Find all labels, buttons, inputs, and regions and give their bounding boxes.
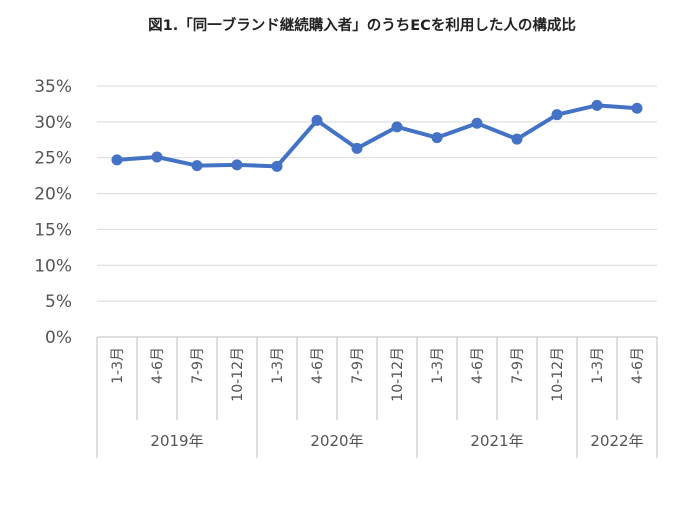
data-point bbox=[111, 154, 123, 166]
x-axis: 1-3月 4-6月 7-9月 10-12月 1-3月 4-6月 7-9月 10-12月 1-3月… bbox=[96, 337, 658, 458]
chart-title: 図1.「同一ブランド継続購入者」のうちECを利用した人の構成比 bbox=[148, 16, 576, 34]
data-point bbox=[591, 99, 603, 111]
year-group-label: 2022年 bbox=[590, 432, 643, 450]
y-tick-label: 10% bbox=[34, 256, 72, 276]
data-point bbox=[311, 114, 323, 126]
x-tick-label: 7-9月 bbox=[510, 347, 526, 384]
data-point bbox=[471, 117, 483, 129]
x-tick-label: 4-6月 bbox=[630, 347, 646, 384]
x-tick-label: 1-3月 bbox=[590, 347, 606, 384]
grid bbox=[97, 85, 657, 338]
year-group-label: 2020年 bbox=[310, 432, 363, 450]
x-tick-label: 1-3月 bbox=[430, 347, 446, 384]
data-point bbox=[231, 159, 243, 171]
y-tick-label: 30% bbox=[34, 113, 72, 133]
year-group-label: 2019年 bbox=[150, 432, 203, 450]
data-point bbox=[511, 133, 523, 145]
y-tick-label: 5% bbox=[45, 292, 72, 312]
y-tick-label: 20% bbox=[34, 185, 72, 205]
year-group-label: 2021年 bbox=[470, 432, 523, 450]
x-tick-label: 10-12月 bbox=[550, 347, 566, 402]
data-point bbox=[631, 102, 643, 114]
data-point bbox=[271, 160, 283, 172]
y-tick-label: 0% bbox=[45, 328, 72, 348]
data-point bbox=[191, 160, 203, 172]
x-tick-label: 4-6月 bbox=[470, 347, 486, 384]
data-point bbox=[391, 121, 403, 133]
x-tick-label: 4-6月 bbox=[150, 347, 166, 384]
y-tick-label: 15% bbox=[34, 220, 72, 240]
x-tick-label: 1-3月 bbox=[110, 347, 126, 384]
x-tick-label: 4-6月 bbox=[310, 347, 326, 384]
x-tick-label: 7-9月 bbox=[350, 347, 366, 384]
data-point bbox=[431, 132, 443, 144]
x-tick-label: 10-12月 bbox=[390, 347, 406, 402]
x-tick-label: 7-9月 bbox=[190, 347, 206, 384]
series-layer bbox=[111, 99, 643, 172]
y-tick-label: 35% bbox=[34, 77, 72, 97]
x-tick-label: 1-3月 bbox=[270, 347, 286, 384]
x-tick-label: 10-12月 bbox=[230, 347, 246, 402]
series-line bbox=[115, 103, 639, 169]
y-axis: 0% 5% 10% 15% 20% 25% 30% 35% bbox=[34, 77, 72, 348]
y-tick-label: 25% bbox=[34, 149, 72, 169]
data-point bbox=[151, 151, 163, 163]
data-point bbox=[551, 109, 563, 121]
data-point bbox=[351, 142, 363, 154]
